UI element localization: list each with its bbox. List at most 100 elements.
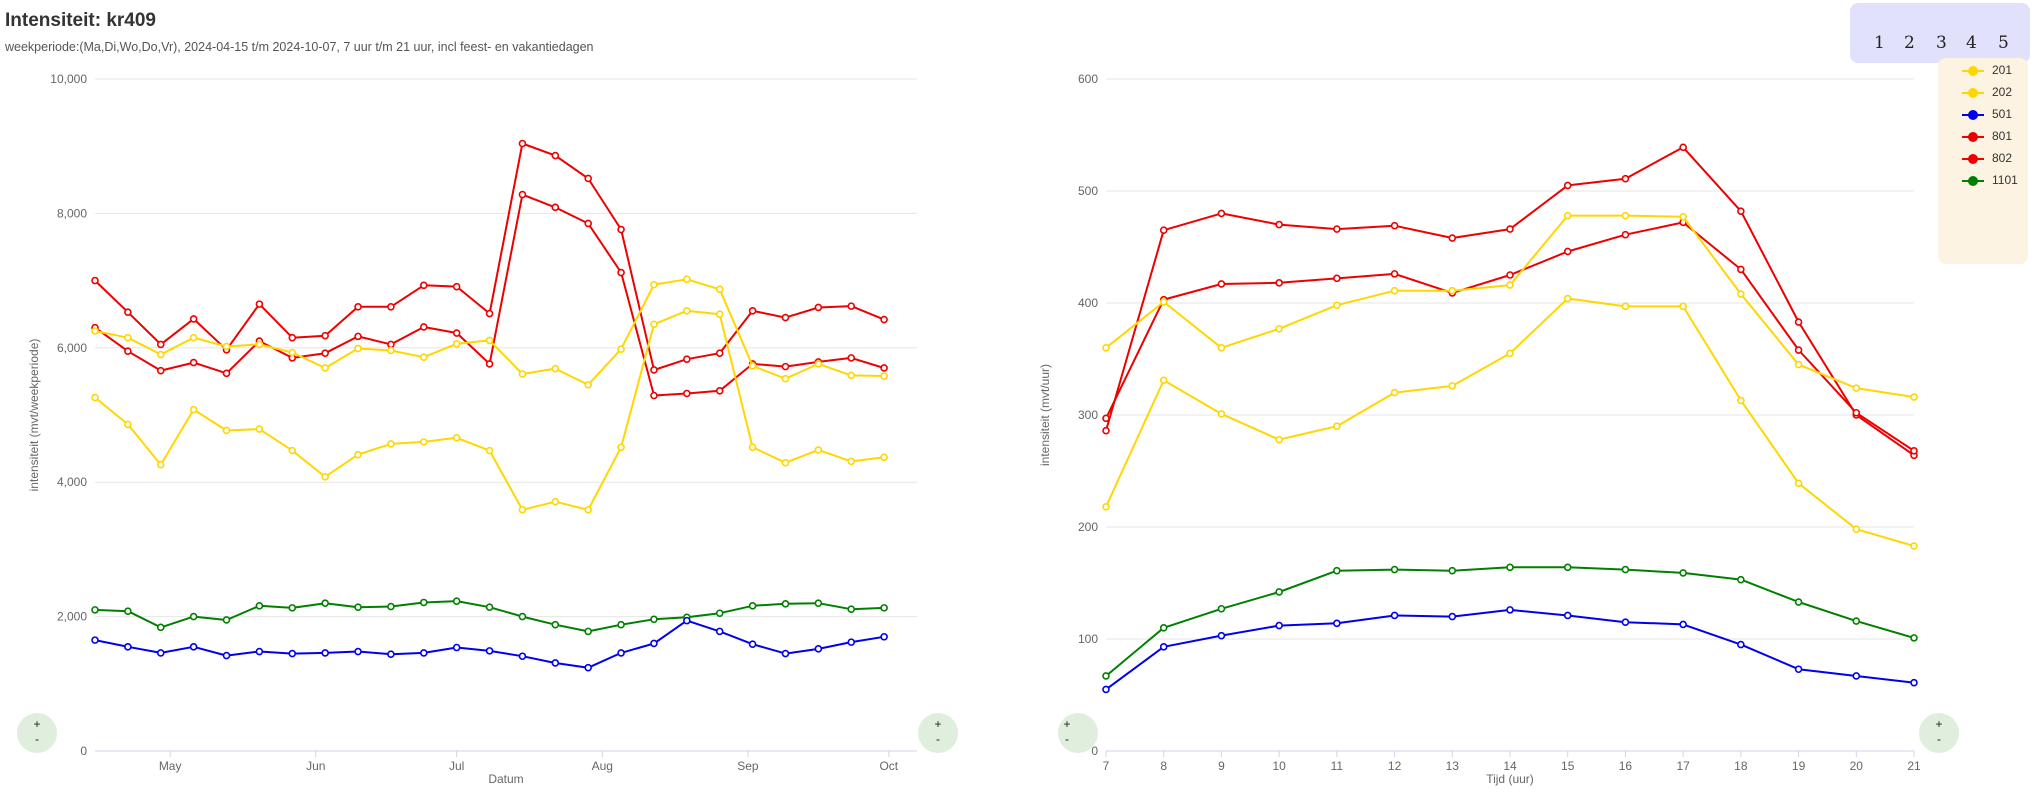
zoom-in-button[interactable]: + (1063, 717, 1071, 731)
data-point[interactable] (1679, 218, 1687, 227)
zoom-in-button[interactable]: + (33, 717, 41, 731)
data-point[interactable] (387, 303, 395, 311)
data-point[interactable] (880, 315, 888, 324)
data-point[interactable] (1794, 598, 1803, 606)
legend-item-501[interactable]: 501 (1962, 106, 2028, 124)
data-point[interactable] (1448, 286, 1457, 295)
data-point[interactable] (551, 497, 560, 506)
data-point[interactable] (748, 640, 757, 648)
data-point[interactable] (1621, 174, 1630, 183)
data-point[interactable] (715, 349, 724, 357)
data-point[interactable] (1390, 270, 1399, 278)
data-point[interactable] (419, 281, 428, 290)
data-point[interactable] (551, 151, 560, 160)
data-point[interactable] (124, 643, 132, 651)
data-point[interactable] (1679, 569, 1687, 577)
data-point[interactable] (617, 620, 625, 629)
data-point[interactable] (847, 371, 856, 380)
zoom-out-button[interactable]: - (1937, 732, 1941, 746)
data-point[interactable] (1910, 634, 1918, 642)
data-point[interactable] (1910, 678, 1918, 687)
page-link-2[interactable]: 2 (1904, 33, 1915, 53)
data-point[interactable] (683, 616, 691, 625)
data-point[interactable] (1737, 290, 1745, 298)
data-point[interactable] (387, 650, 395, 659)
data-point[interactable] (1159, 295, 1168, 304)
data-point[interactable] (650, 639, 658, 648)
data-point[interactable] (781, 600, 790, 608)
data-point[interactable] (518, 612, 527, 621)
data-point[interactable] (1852, 672, 1861, 680)
data-point[interactable] (1621, 211, 1630, 220)
data-point[interactable] (1275, 324, 1283, 333)
data-point[interactable] (1506, 563, 1514, 572)
data-point[interactable] (321, 364, 329, 372)
data-point[interactable] (617, 225, 625, 234)
data-point[interactable] (518, 370, 527, 378)
data-point[interactable] (1275, 588, 1283, 596)
data-point[interactable] (255, 602, 264, 610)
zoom-control-left-start[interactable]: + - (17, 713, 57, 753)
zoom-out-button[interactable]: - (35, 732, 39, 746)
data-point[interactable] (222, 651, 231, 660)
data-point[interactable] (715, 609, 724, 618)
legend-item-202[interactable]: 202 (1962, 84, 2028, 102)
data-point[interactable] (124, 420, 132, 429)
data-point[interactable] (1217, 343, 1226, 352)
data-point[interactable] (880, 632, 888, 641)
zoom-control-left-end[interactable]: + - (918, 713, 958, 753)
data-point[interactable] (748, 307, 757, 315)
data-point[interactable] (1102, 414, 1110, 423)
data-point[interactable] (419, 649, 428, 657)
data-point[interactable] (518, 505, 527, 514)
data-point[interactable] (1506, 606, 1514, 614)
data-point[interactable] (650, 280, 658, 289)
data-point[interactable] (91, 636, 99, 644)
data-point[interactable] (419, 323, 428, 331)
data-point[interactable] (584, 505, 593, 514)
data-point[interactable] (1679, 302, 1687, 311)
data-point[interactable] (91, 327, 99, 335)
data-point[interactable] (124, 347, 132, 355)
data-point[interactable] (1333, 225, 1341, 233)
data-point[interactable] (156, 366, 165, 375)
data-point[interactable] (1275, 435, 1283, 444)
data-point[interactable] (880, 364, 888, 372)
data-point[interactable] (715, 310, 724, 319)
data-point[interactable] (1910, 451, 1918, 460)
data-point[interactable] (288, 649, 297, 658)
data-point[interactable] (1102, 672, 1110, 680)
data-point[interactable] (814, 303, 823, 312)
data-point[interactable] (1102, 343, 1110, 352)
data-point[interactable] (222, 369, 231, 378)
zoom-control-right-end[interactable]: + - (1919, 713, 1959, 753)
data-point[interactable] (1794, 346, 1803, 354)
data-point[interactable] (1390, 286, 1399, 295)
data-point[interactable] (584, 219, 593, 228)
data-point[interactable] (1679, 212, 1687, 221)
data-point[interactable] (1159, 298, 1168, 306)
data-point[interactable] (1737, 575, 1745, 584)
data-point[interactable] (1910, 447, 1918, 455)
data-point[interactable] (551, 364, 560, 373)
page-link-3[interactable]: 3 (1936, 33, 1947, 53)
data-point[interactable] (847, 638, 856, 646)
data-point[interactable] (1737, 396, 1745, 405)
data-point[interactable] (880, 453, 888, 462)
data-point[interactable] (452, 329, 461, 337)
data-point[interactable] (1333, 274, 1341, 283)
data-point[interactable] (354, 332, 362, 341)
data-point[interactable] (518, 139, 527, 148)
data-point[interactable] (781, 313, 790, 322)
data-point[interactable] (1794, 479, 1803, 488)
data-point[interactable] (847, 354, 856, 362)
data-point[interactable] (1852, 408, 1861, 417)
data-point[interactable] (1794, 360, 1803, 369)
data-point[interactable] (1102, 426, 1110, 435)
data-point[interactable] (452, 434, 461, 442)
data-point[interactable] (1275, 621, 1283, 630)
data-point[interactable] (781, 458, 790, 467)
page-link-1[interactable]: 1 (1874, 33, 1885, 53)
data-point[interactable] (452, 643, 461, 652)
page-link-4[interactable]: 4 (1966, 33, 1977, 53)
